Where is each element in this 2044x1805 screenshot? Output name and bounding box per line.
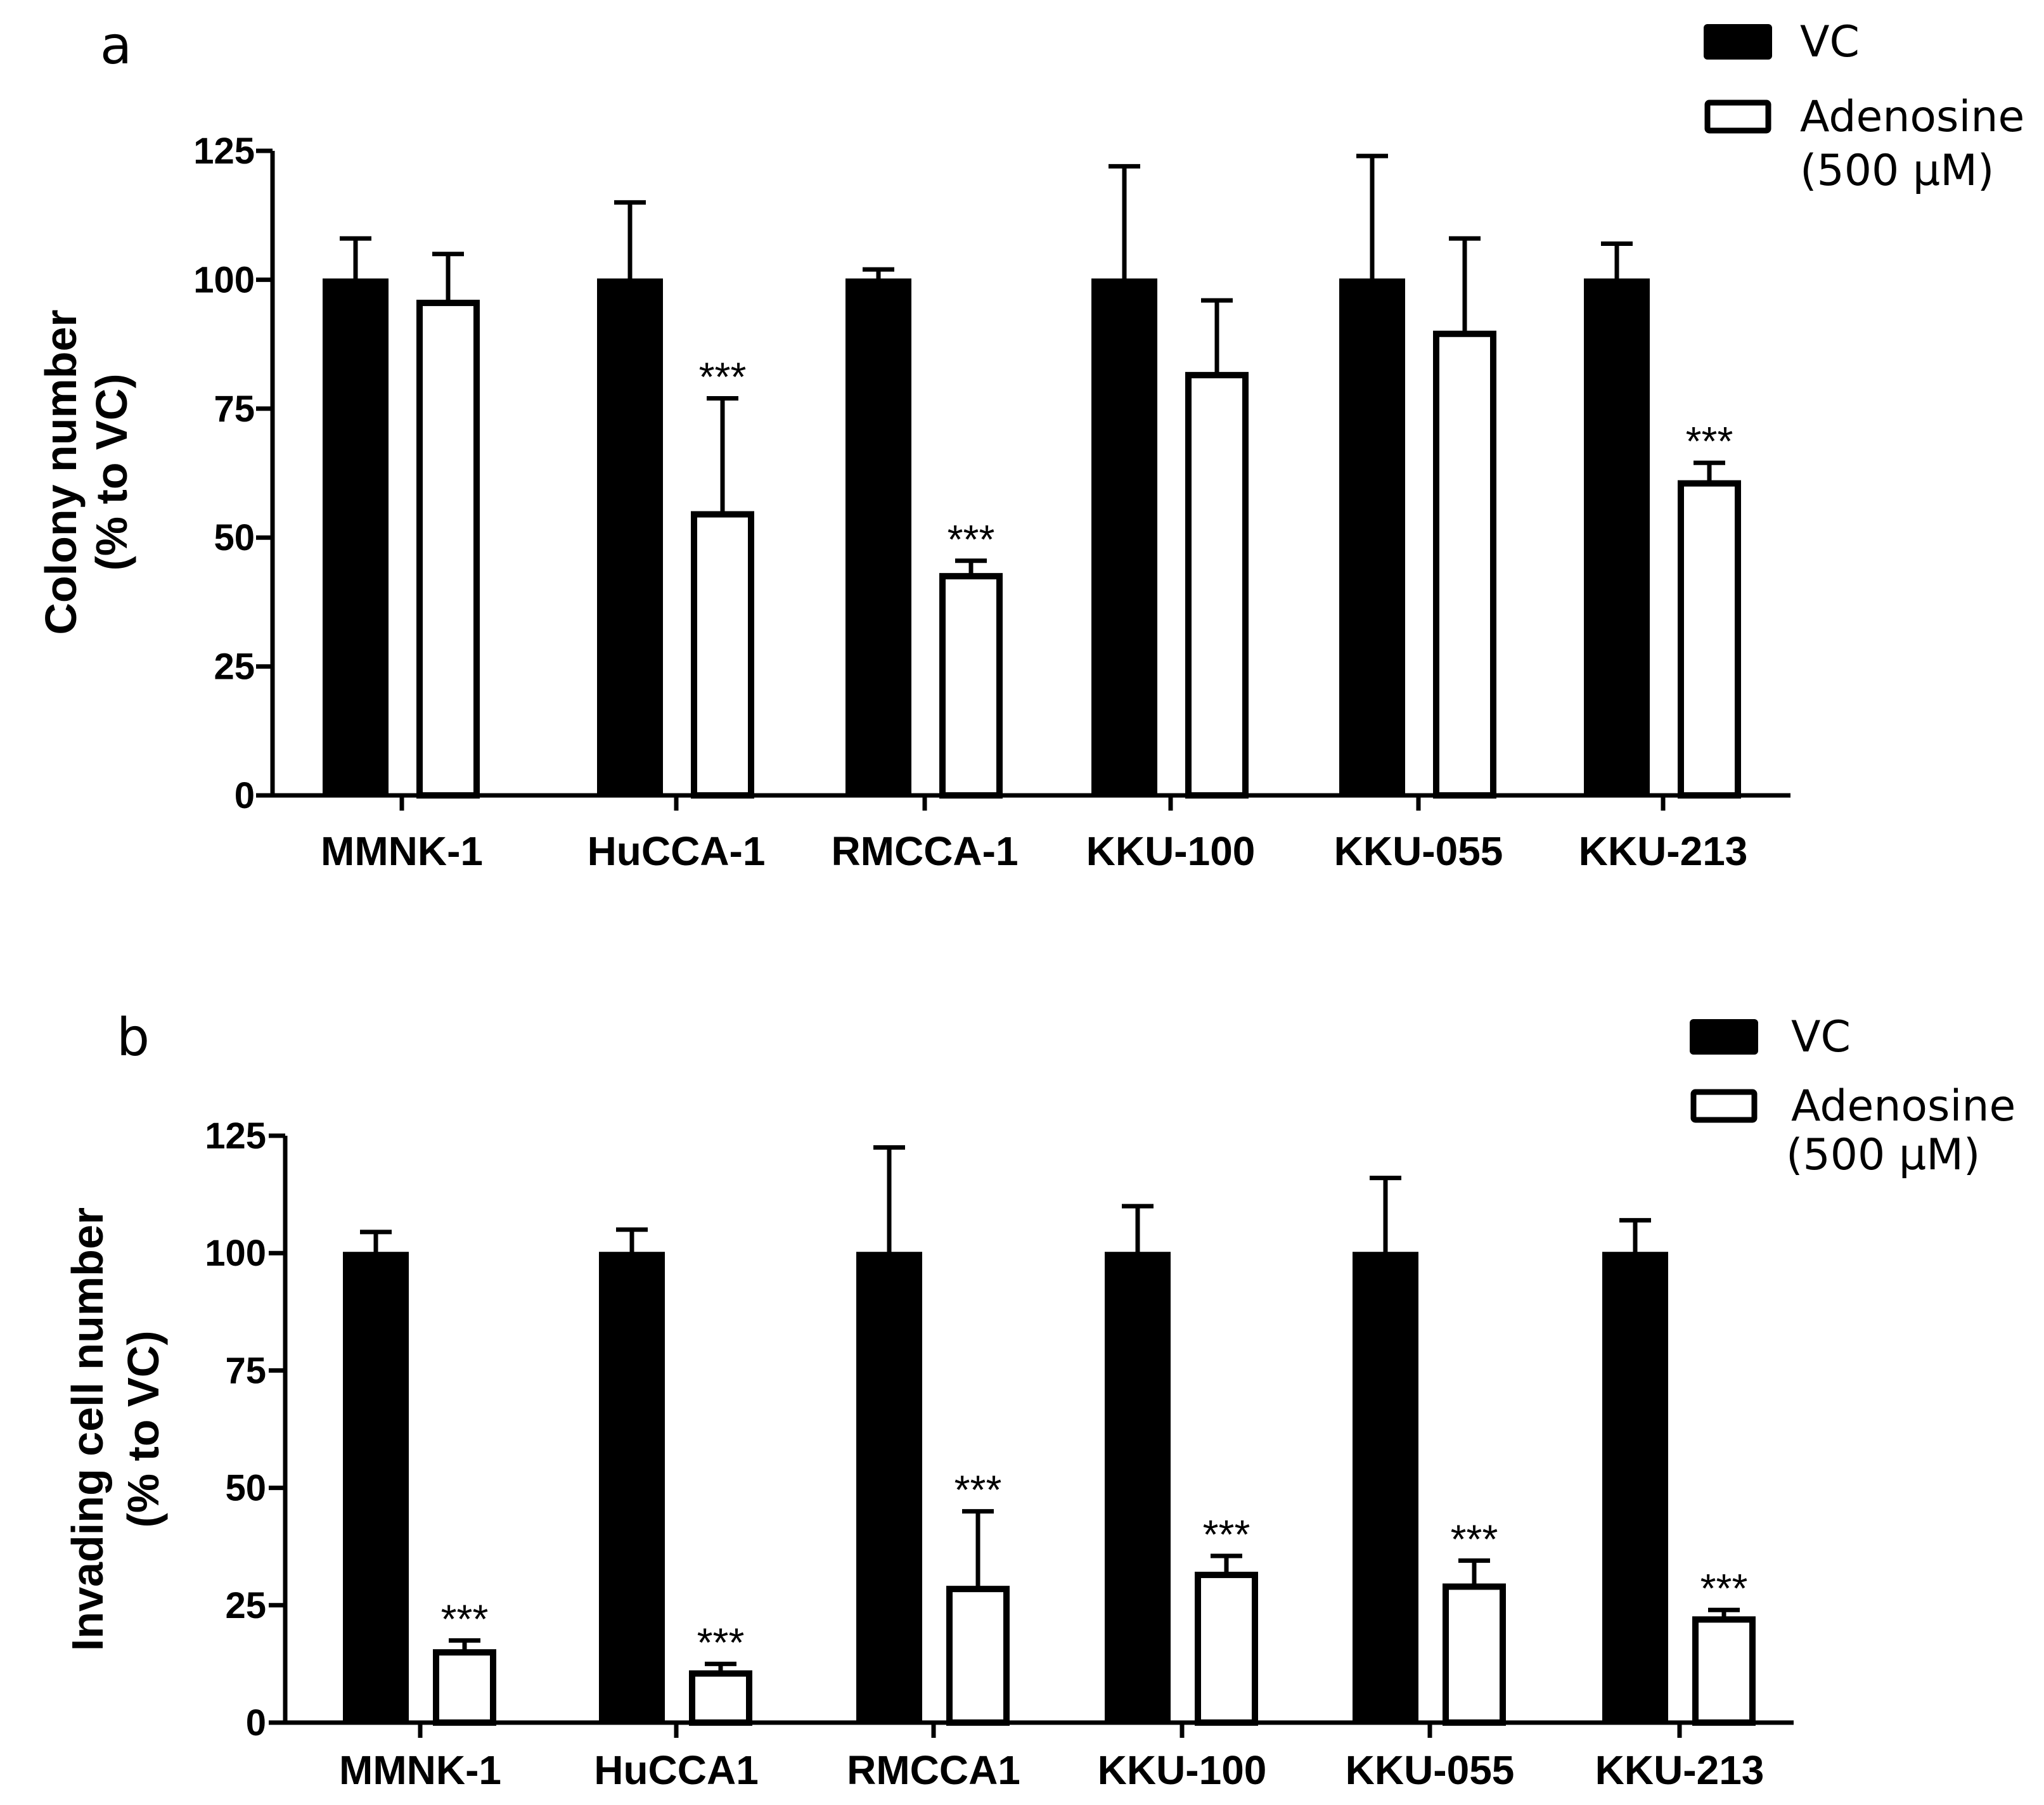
bar-vc-kku-213	[1584, 278, 1650, 797]
y-axis-title: Invading cell number	[63, 1207, 112, 1651]
bar-adenosine-kku-055	[1433, 330, 1496, 799]
legend-label: Adenosine	[1791, 1081, 2015, 1131]
panel-label: b	[117, 1008, 150, 1068]
y-tick-label: 125	[205, 1115, 266, 1157]
significance-label: ***	[699, 354, 747, 400]
legend-label: VC	[1800, 17, 1860, 67]
bar-vc-kku-055	[1339, 278, 1405, 797]
bar-vc-rmcca-1	[845, 278, 911, 797]
significance-label: ***	[697, 1619, 745, 1665]
y-axis-title: Colony number	[36, 309, 86, 634]
bar-vc-kku-100	[1105, 1252, 1171, 1724]
y-tick-label: 25	[214, 646, 255, 688]
category-label-kku-213: KKU-213	[1579, 828, 1748, 874]
y-tick-label: 25	[225, 1585, 266, 1626]
bar-vc-hucca-1	[597, 278, 663, 797]
significance-label: ***	[441, 1596, 489, 1641]
bar-vc-rmcca1	[856, 1252, 922, 1724]
bar-vc-kku-213	[1602, 1252, 1668, 1724]
y-tick-label: 100	[205, 1233, 266, 1274]
category-label-hucca-1: HuCCA-1	[588, 828, 766, 874]
legend-swatch-vc	[1690, 1019, 1758, 1055]
category-label-rmcca-1: RMCCA-1	[831, 828, 1018, 874]
category-label-kku-100: KKU-100	[1098, 1747, 1267, 1793]
bar-vc-kku-055	[1353, 1252, 1418, 1724]
panel-a-colony-number-chart: a 0 25 50 75 100 125 Colony number (% to VC) MMNK…	[36, 16, 2024, 874]
significance-label: ***	[1451, 1516, 1498, 1562]
panel-label: a	[100, 16, 132, 76]
legend-label: (500 µM)	[1786, 1130, 1980, 1180]
significance-label: ***	[1686, 418, 1733, 464]
category-label-kku-213: KKU-213	[1595, 1747, 1764, 1793]
bar-vc-kku-100	[1091, 278, 1157, 797]
bar-adenosine-hucca1	[689, 1670, 752, 1726]
y-axis-title: (% to VC)	[87, 373, 136, 570]
bar-adenosine-kku-100	[1185, 371, 1249, 799]
category-label-rmcca1: RMCCA1	[847, 1747, 1020, 1793]
bar-adenosine-hucca-1	[691, 511, 754, 799]
bar-adenosine-kku-213	[1692, 1616, 1756, 1726]
significance-label: ***	[955, 1467, 1002, 1513]
legend-label: (500 µM)	[1800, 146, 1994, 196]
category-label-kku-100: KKU-100	[1086, 828, 1256, 874]
y-tick-label: 50	[225, 1468, 266, 1509]
bar-vc-mmnk-1	[343, 1252, 409, 1724]
y-tick-label: 100	[193, 259, 255, 300]
legend-label: Adenosine	[1800, 92, 2024, 142]
significance-label: ***	[948, 517, 995, 562]
legend-swatch-adenosine	[1690, 1089, 1758, 1123]
bar-vc-hucca1	[599, 1252, 665, 1724]
category-label-mmnk-1: MMNK-1	[321, 828, 483, 874]
y-tick-label: 0	[246, 1702, 266, 1744]
panel-b-invading-cell-number-chart: b 0 25 50 75 100 125 Invading cell number (% to …	[63, 1008, 2015, 1793]
category-label-kku-055: KKU-055	[1346, 1747, 1515, 1793]
bar-adenosine-rmcca-1	[939, 573, 1003, 799]
bar-adenosine-kku-213	[1678, 480, 1741, 799]
bar-adenosine-mmnk-1	[416, 299, 480, 799]
bar-vc-mmnk-1	[323, 278, 389, 797]
legend-label: VC	[1791, 1012, 1851, 1062]
significance-label: ***	[1203, 1512, 1250, 1557]
bar-adenosine-kku-100	[1195, 1571, 1258, 1726]
legend-swatch-adenosine	[1704, 100, 1771, 134]
category-label-hucca1: HuCCA1	[594, 1747, 759, 1793]
y-tick-label: 0	[235, 775, 255, 816]
y-axis-title: (% to VC)	[119, 1330, 168, 1527]
y-tick-label: 75	[214, 389, 255, 430]
legend-swatch-vc	[1704, 24, 1772, 60]
bar-adenosine-mmnk-1	[433, 1649, 496, 1726]
y-tick-label: 125	[193, 131, 255, 172]
category-label-kku-055: KKU-055	[1334, 828, 1503, 874]
y-tick-label: 50	[214, 517, 255, 558]
category-label-mmnk-1: MMNK-1	[339, 1747, 501, 1793]
y-tick-label: 75	[225, 1350, 266, 1391]
significance-label: ***	[1700, 1565, 1748, 1611]
bar-adenosine-kku-055	[1443, 1583, 1506, 1726]
bar-adenosine-rmcca1	[946, 1586, 1010, 1726]
